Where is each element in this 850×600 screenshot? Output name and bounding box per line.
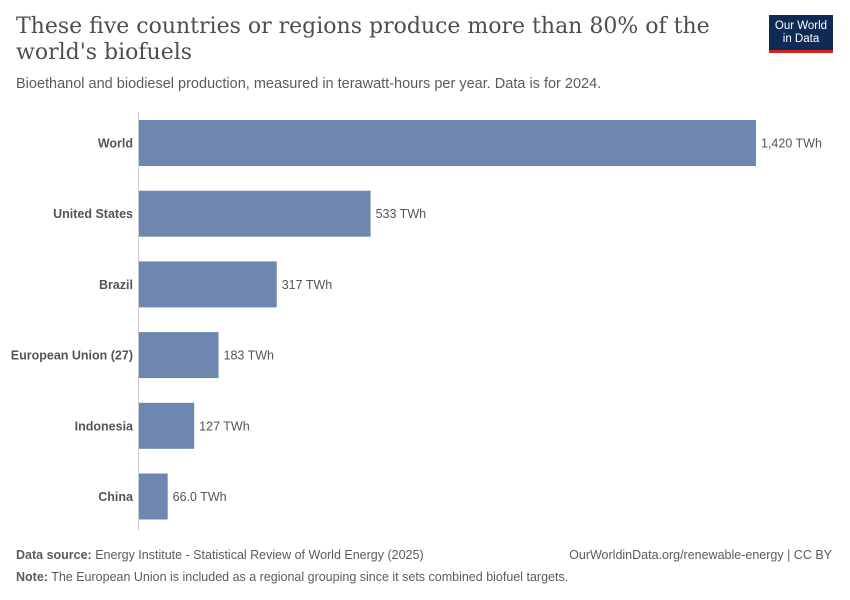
bar[interactable] — [139, 473, 168, 520]
category-label: Brazil — [99, 278, 133, 292]
data-label: 66.0 TWh — [173, 490, 227, 504]
chart-title: These five countries or regions produce … — [16, 14, 710, 65]
bar[interactable] — [139, 190, 371, 237]
source-text: Energy Institute - Statistical Review of… — [95, 548, 424, 562]
data-label: 533 TWh — [376, 207, 427, 221]
owid-logo[interactable]: Our World in Data — [769, 15, 833, 53]
note-text: The European Union is included as a regi… — [51, 570, 569, 584]
bar[interactable] — [139, 261, 277, 308]
bar[interactable] — [139, 332, 219, 379]
bar[interactable] — [139, 402, 195, 449]
logo-line1: Our World — [774, 19, 828, 32]
category-label: Indonesia — [75, 419, 134, 433]
data-label: 127 TWh — [199, 419, 250, 433]
note: Note: The European Union is included as … — [16, 570, 568, 584]
category-label: European Union (27) — [11, 349, 133, 363]
source-label: Data source: — [16, 548, 92, 562]
data-label: 317 TWh — [282, 278, 333, 292]
note-label: Note: — [16, 570, 48, 584]
category-label: United States — [53, 207, 133, 221]
source-url[interactable]: OurWorldinData.org/renewable-energy | CC… — [569, 548, 832, 562]
data-label: 1,420 TWh — [761, 137, 822, 151]
data-label: 183 TWh — [224, 349, 275, 363]
chart-subtitle: Bioethanol and biodiesel production, mea… — [16, 76, 602, 92]
bar[interactable] — [139, 120, 756, 166]
category-label: World — [98, 137, 133, 151]
data-source: Data source: Energy Institute - Statisti… — [16, 548, 424, 562]
logo-line2: in Data — [782, 32, 820, 45]
category-label: China — [98, 490, 134, 504]
